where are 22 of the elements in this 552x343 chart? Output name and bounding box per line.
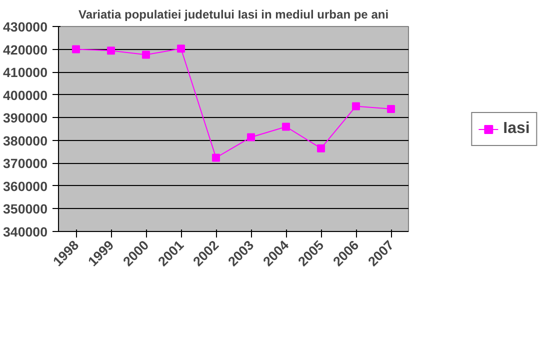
point bbox=[282, 122, 290, 131]
y-tick-label: 360000 bbox=[3, 178, 48, 194]
point bbox=[352, 102, 360, 110]
y-tick-label: 370000 bbox=[3, 156, 48, 172]
y-tick-label: 430000 bbox=[3, 20, 48, 34]
chart-title: Variatia populatiei judetului Iasi in mediul urban pe ani bbox=[78, 8, 389, 22]
y-tick-label: 410000 bbox=[3, 65, 48, 80]
point bbox=[177, 44, 185, 53]
y-tick-label: 380000 bbox=[3, 133, 48, 148]
legend-label: Iasi bbox=[503, 120, 530, 138]
point bbox=[317, 144, 325, 152]
point bbox=[72, 45, 80, 54]
point bbox=[142, 50, 150, 59]
y-tick-label: 400000 bbox=[3, 88, 48, 103]
point bbox=[247, 133, 255, 142]
point bbox=[387, 104, 395, 113]
point bbox=[107, 46, 115, 55]
y-tick-label: 350000 bbox=[3, 202, 48, 217]
y-tick-label: 420000 bbox=[3, 42, 48, 58]
point bbox=[212, 154, 220, 162]
y-tick-label: 340000 bbox=[3, 224, 48, 240]
y-tick-label: 390000 bbox=[3, 110, 48, 126]
